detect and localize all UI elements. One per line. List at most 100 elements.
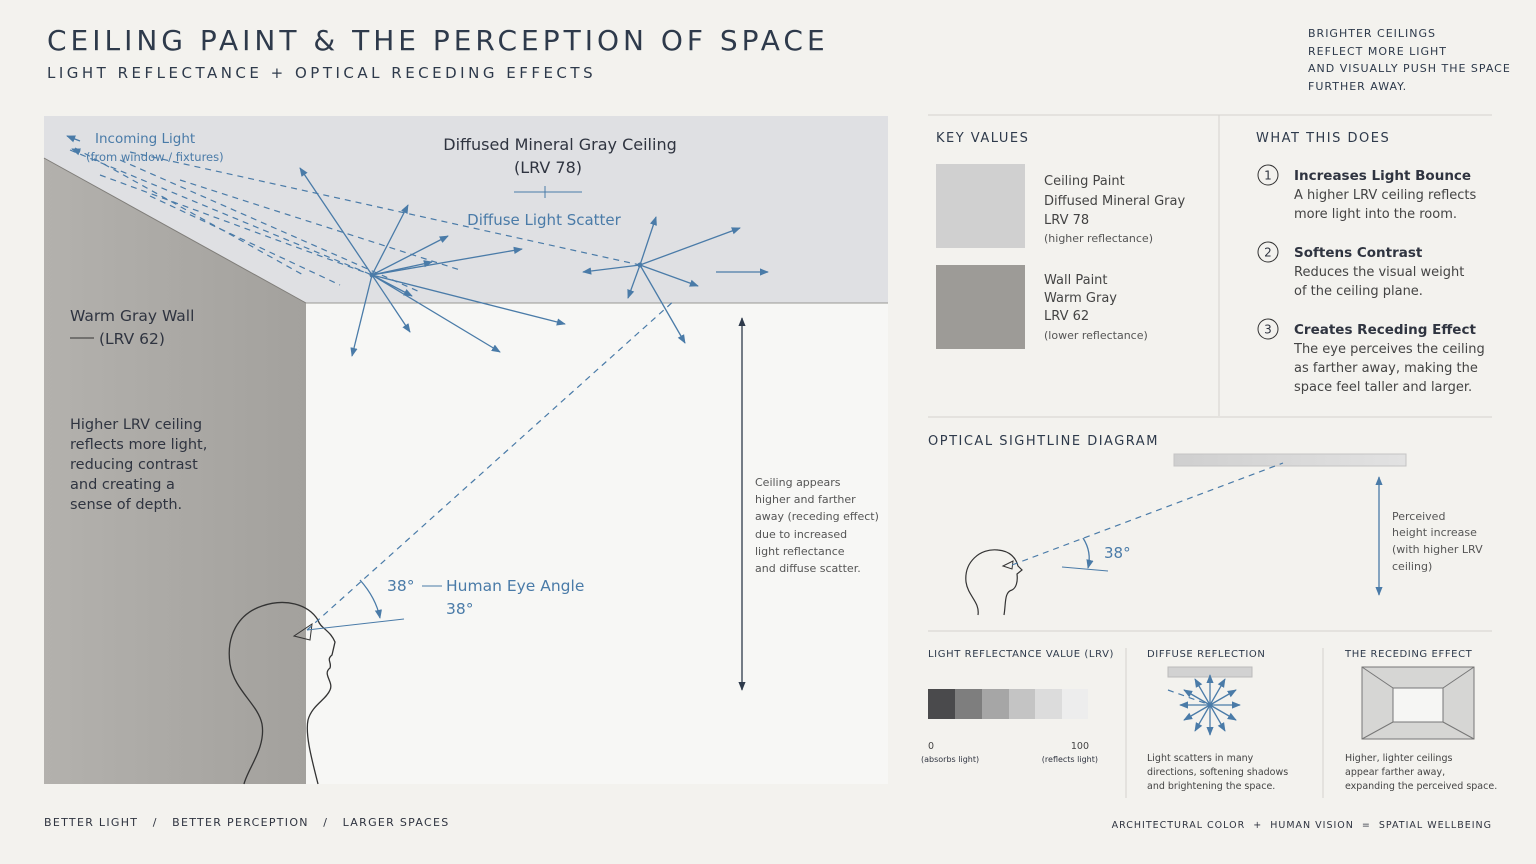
scatter-arrow [1183,689,1211,706]
line: Reduces the visual weight [1294,265,1464,280]
scatter-arrow [371,274,566,326]
line: LRV 62 [1044,309,1089,324]
line: directions, softening shadows [1147,767,1288,778]
label: Human Eye Angle [446,577,584,595]
receding-note: Ceiling appears higher and farther away … [755,476,879,575]
line: Perceived [1392,510,1445,523]
badge-number: 2 [1264,246,1272,260]
footer-right: ARCHITECTURAL COLOR + HUMAN VISION = SPA… [1112,820,1492,831]
eye-level [306,618,405,631]
heading: DIFFUSE REFLECTION [1147,649,1265,660]
note-line: BRIGHTER CEILINGS [1308,27,1436,40]
swatch [936,265,1025,349]
incoming-ray [1167,689,1211,706]
eye [292,622,313,641]
label: 0 [928,741,934,752]
incoming-ray [99,174,373,276]
angle-arc [359,579,382,619]
label: Diffuse Light Scatter [467,211,622,229]
badge [1257,241,1279,263]
scatter-arrow [639,264,699,287]
label: 100 [1071,741,1089,752]
label: (absorbs light) [921,755,979,764]
room-back [1392,687,1444,723]
line: reducing contrast [70,457,198,473]
room-edges [1361,666,1475,740]
line: Higher, lighter ceilings [1345,753,1452,764]
swatch [928,689,955,719]
line: Light scatters in many [1147,753,1254,764]
scatter-arrow [350,274,373,357]
swatch [982,689,1009,719]
ray-tick [71,148,81,156]
line: appear farther away, [1345,767,1445,778]
line: (lower reflectance) [1044,329,1148,342]
scatter-arrow [1209,704,1226,732]
scatter-arrow [639,264,686,344]
head [965,549,1023,616]
label: (LRV 62) [99,330,165,348]
badge-number: 1 [1264,169,1272,183]
lrv-scale: LIGHT REFLECTANCE VALUE (LRV) 0 (absorbs… [921,649,1114,764]
line: space feel taller and larger. [1294,380,1472,395]
sightline-diagram: OPTICAL SIGHTLINE DIAGRAM 38° Perceived … [928,434,1483,616]
swatch [1035,689,1062,719]
ceiling [44,116,888,303]
room-illustration: Incoming Light (from window / fixtures) … [43,116,888,785]
swatch [936,164,1025,248]
item-title: Creates Receding Effect [1294,322,1476,338]
rules [928,114,1492,798]
badge-number: 3 [1264,323,1272,337]
line: more light into the room. [1294,207,1457,222]
line: Wall Paint [1044,273,1108,288]
note-line: FURTHER AWAY. [1308,80,1407,93]
line: Warm Gray [1044,291,1117,306]
swatch [1062,689,1088,719]
footer-left: BETTER LIGHT / BETTER PERCEPTION / LARGE… [44,816,450,829]
scatter-arrow [1183,704,1211,721]
scatter-arrow [582,264,641,275]
label: Warm Gray Wall [70,307,194,325]
label: 38° [387,577,414,595]
eye-level [1061,566,1109,572]
line: and diffuse scatter. [755,562,861,575]
scatter-point [369,272,375,278]
line: light reflectance [755,545,845,558]
line: due to increased [755,528,847,541]
angle-arc [1082,537,1094,569]
line: LRV 78 [1044,213,1089,228]
scatter-arrow [1209,704,1237,721]
label: Diffused Mineral Gray Ceiling [443,135,676,154]
line: height increase [1392,526,1477,539]
line: expanding the perceived space. [1345,781,1497,792]
badge [1257,164,1279,186]
key-values: KEY VALUES Ceiling Paint Diffused Minera… [936,131,1185,349]
line: of the ceiling plane. [1294,284,1423,299]
incoming-ray [179,179,461,271]
scatter-arrow [371,260,433,276]
note-line: REFLECT MORE LIGHT [1308,45,1447,58]
scatter-point [637,262,643,268]
heading: LIGHT REFLECTANCE VALUE (LRV) [928,649,1114,660]
line: A higher LRV ceiling reflects [1294,188,1477,203]
person-silhouette [228,601,336,785]
line: as farther away, making the [1294,361,1478,376]
sightline [306,299,676,631]
heading: OPTICAL SIGHTLINE DIAGRAM [928,434,1159,449]
swatch [1009,689,1035,719]
scatter-arrow [639,227,741,266]
scatter-arrow [371,246,523,276]
ray-tick [66,135,81,143]
title: CEILING PAINT & THE PERCEPTION OF SPACE [47,24,829,57]
scatter-arrow [1209,678,1226,706]
heading: KEY VALUES [936,131,1029,146]
line: ceiling) [1392,560,1432,573]
wall-note: Higher LRV ceiling reflects more light, … [70,417,207,513]
scatter-burst [1167,674,1241,736]
scatter-arrow [371,274,501,353]
scatter-arrow [1194,704,1211,732]
line: and brightening the space. [1147,781,1275,792]
heading: WHAT THIS DOES [1256,131,1390,146]
light-rays [66,135,769,357]
